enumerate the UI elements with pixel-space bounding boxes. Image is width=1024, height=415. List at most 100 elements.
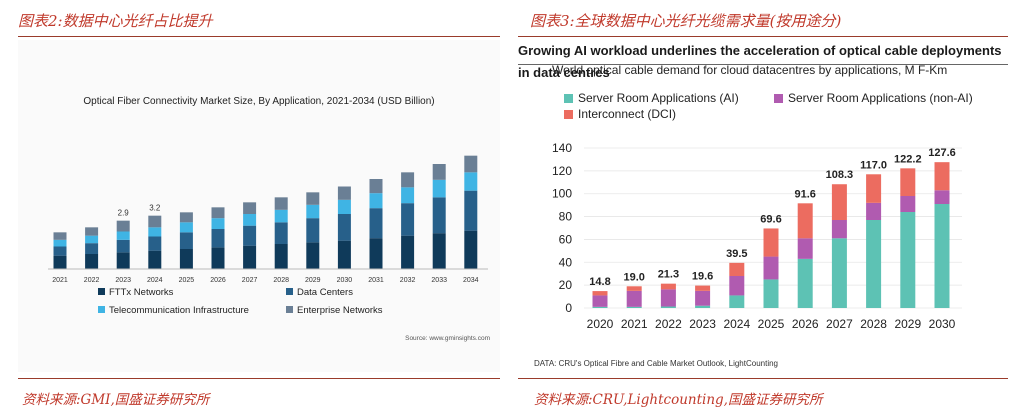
bar-enterprise-networks-2026	[211, 207, 225, 219]
bar-data-centers-2030	[337, 214, 351, 241]
total-label-2024: 39.5	[726, 248, 747, 260]
bar-enterprise-networks-2027	[243, 202, 257, 214]
bar-fttx-networks-2021	[53, 255, 67, 269]
bar-data-centers-2022	[85, 243, 99, 254]
bar-fttx-networks-2030	[337, 240, 351, 269]
bar-interconnect-dci-2024	[729, 262, 745, 276]
bar-data-centers-2024	[148, 236, 162, 251]
bar-enterprise-networks-2034	[464, 155, 478, 173]
bar-data-centers-2025	[179, 232, 193, 249]
chart2-data-note: DATA: CRU's Optical Fibre and Cable Mark…	[534, 359, 778, 368]
total-label-2030: 127.6	[928, 147, 956, 159]
bar-server-room-applications-non-ai-2026	[797, 238, 813, 259]
x-tick-label: 2025	[179, 277, 195, 284]
legend-label-server-room-applications-ai: Server Room Applications (AI)	[578, 91, 739, 105]
bar-enterprise-networks-2023	[116, 220, 130, 232]
bar-data-centers-2032	[401, 203, 415, 236]
x-tick-label: 2025	[758, 317, 785, 331]
bar-server-room-applications-non-ai-2029	[900, 196, 916, 212]
bar-server-room-applications-non-ai-2022	[660, 289, 676, 307]
legend-swatch-telecommunication-infrastructure	[98, 306, 105, 313]
left-figure-title: 图表2:数据中心光纤占比提升	[18, 12, 213, 30]
left-source-rule	[18, 378, 500, 379]
bar-fttx-networks-2032	[401, 235, 415, 269]
x-tick-label: 2024	[723, 317, 750, 331]
bar-fttx-networks-2033	[432, 233, 446, 269]
bar-data-centers-2031	[369, 208, 383, 239]
bar-server-room-applications-non-ai-2028	[866, 202, 882, 220]
cable-demand-chart: World optical cable demand for cloud dat…	[534, 63, 973, 368]
bar-data-centers-2027	[243, 225, 257, 246]
bar-server-room-applications-non-ai-2025	[763, 256, 779, 280]
bar-enterprise-networks-2033	[432, 164, 446, 180]
bar-interconnect-dci-2028	[866, 174, 882, 203]
x-tick-label: 2022	[84, 277, 100, 284]
y-tick-label: 20	[559, 278, 573, 292]
bar-enterprise-networks-2021	[53, 232, 67, 240]
legend-swatch-server-room-applications-non-ai	[774, 94, 783, 103]
x-tick-label: 2027	[242, 277, 258, 284]
x-tick-label: 2020	[587, 317, 614, 331]
chart1-source-note: Source: www.gminsights.com	[405, 335, 490, 342]
left-source: 资料来源:GMI,国盛证券研究所	[22, 392, 210, 408]
legend-label-interconnect-dci: Interconnect (DCI)	[578, 107, 676, 121]
bar-interconnect-dci-2026	[797, 203, 813, 239]
bar-interconnect-dci-2020	[592, 291, 608, 296]
y-tick-label: 0	[565, 301, 572, 315]
bar-telecommunication-infrastructure-2029	[306, 204, 320, 219]
right-figure-title: 图表3:全球数据中心光纤光缆需求量(按用途分)	[530, 12, 842, 30]
total-label-2026: 91.6	[794, 188, 815, 200]
bar-data-centers-2033	[432, 197, 446, 234]
x-tick-label: 2023	[115, 277, 131, 284]
bar-interconnect-dci-2025	[763, 228, 779, 257]
y-tick-label: 140	[552, 141, 572, 155]
y-tick-label: 120	[552, 164, 572, 178]
x-tick-label: 2032	[400, 277, 416, 284]
x-tick-label: 2022	[655, 317, 682, 331]
bar-enterprise-networks-2029	[306, 192, 320, 205]
bar-data-centers-2023	[116, 239, 130, 253]
bar-fttx-networks-2034	[464, 230, 478, 269]
legend-swatch-fttx-networks	[98, 288, 105, 295]
legend-swatch-data-centers	[286, 288, 293, 295]
bar-telecommunication-infrastructure-2032	[401, 187, 415, 204]
total-label-2028: 117.0	[860, 159, 887, 171]
total-label-2029: 122.2	[894, 153, 922, 165]
bar-data-centers-2028	[274, 222, 288, 244]
bar-telecommunication-infrastructure-2022	[85, 235, 99, 244]
x-tick-label: 2029	[894, 317, 921, 331]
bar-fttx-networks-2028	[274, 244, 288, 269]
bar-enterprise-networks-2024	[148, 215, 162, 228]
bar-enterprise-networks-2031	[369, 179, 383, 194]
bar-telecommunication-infrastructure-2023	[116, 231, 130, 240]
bar-server-room-applications-non-ai-2021	[626, 290, 642, 307]
x-tick-label: 2033	[431, 277, 447, 284]
bar-server-room-applications-ai-2028	[866, 220, 882, 308]
bar-data-centers-2021	[53, 246, 67, 256]
bar-interconnect-dci-2023	[695, 285, 711, 291]
chart1-title: Optical Fiber Connectivity Market Size, …	[83, 96, 434, 107]
bar-fttx-networks-2022	[85, 254, 99, 269]
y-tick-label: 60	[559, 232, 573, 246]
bar-server-room-applications-ai-2024	[729, 295, 745, 308]
x-tick-label: 2023	[689, 317, 716, 331]
value-label-2024: 3.2	[149, 204, 161, 213]
x-tick-label: 2030	[337, 277, 353, 284]
bar-fttx-networks-2025	[179, 249, 193, 269]
legend-label-data-centers: Data Centers	[297, 287, 353, 298]
bar-server-room-applications-non-ai-2027	[831, 220, 847, 239]
x-tick-label: 2027	[826, 317, 853, 331]
bar-fttx-networks-2027	[243, 245, 257, 269]
bar-server-room-applications-ai-2023	[695, 305, 711, 308]
legend-swatch-enterprise-networks	[286, 306, 293, 313]
total-label-2022: 21.3	[658, 269, 679, 281]
bar-enterprise-networks-2030	[337, 186, 351, 200]
bar-fttx-networks-2023	[116, 252, 130, 269]
bar-telecommunication-infrastructure-2021	[53, 239, 67, 247]
bar-enterprise-networks-2032	[401, 172, 415, 188]
legend-label-enterprise-networks: Enterprise Networks	[297, 305, 383, 316]
bar-fttx-networks-2029	[306, 242, 320, 269]
bar-server-room-applications-non-ai-2030	[934, 190, 950, 204]
right-source-rule	[518, 378, 1008, 379]
y-tick-label: 80	[559, 210, 573, 224]
